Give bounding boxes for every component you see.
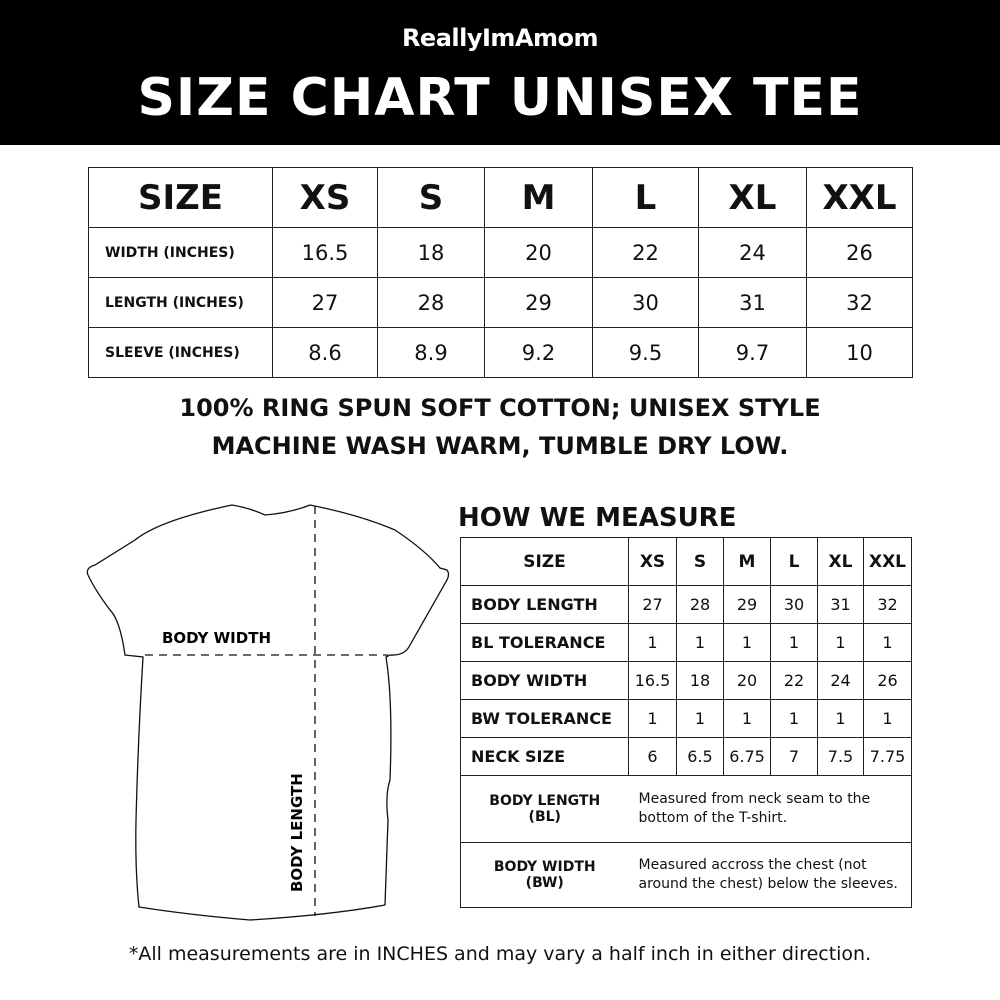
cell: 29 (484, 277, 593, 328)
cell: 31 (698, 277, 807, 328)
body-length-label: BODY LENGTH (288, 773, 306, 892)
size-table: SIZE XS S M L XL XXL WIDTH (INCHES) 16.5… (88, 167, 913, 378)
care-note: MACHINE WASH WARM, TUMBLE DRY LOW. (211, 432, 789, 460)
row-label: BODY LENGTH (460, 585, 629, 624)
definition-term: BODY LENGTH (BL) (460, 775, 629, 843)
cell: 29 (723, 585, 771, 624)
row-label: BODY WIDTH (460, 661, 629, 700)
cell: 7 (770, 737, 818, 776)
header-cell: M (723, 537, 771, 586)
cell: 1 (723, 623, 771, 662)
cell: 8.9 (377, 327, 485, 378)
cell: 1 (676, 623, 724, 662)
cell: 22 (592, 227, 699, 278)
cell: 7.5 (817, 737, 864, 776)
cell: 9.5 (592, 327, 699, 378)
footer-note: *All measurements are in INCHES and may … (128, 943, 872, 965)
term-text: BODY LENGTH (489, 793, 601, 809)
cell: 30 (770, 585, 818, 624)
table-row: NECK SIZE 6 6.5 6.75 7 7.5 7.75 (460, 737, 912, 776)
cell: 32 (806, 277, 913, 328)
cell: 24 (817, 661, 864, 700)
header-cell: M (484, 167, 593, 228)
header-cell: XS (272, 167, 378, 228)
fabric-note: 100% RING SPUN SOFT COTTON; UNISEX STYLE (179, 394, 821, 422)
table-row: BL TOLERANCE 1 1 1 1 1 1 (460, 623, 912, 662)
row-label: LENGTH (INCHES) (88, 277, 273, 328)
cell: 1 (628, 623, 677, 662)
term-abbr: (BW) (525, 875, 564, 891)
definition-row: BODY WIDTH (BW) Measured accross the ches… (460, 842, 912, 908)
term-abbr: (BL) (528, 809, 561, 825)
cell: 7.75 (863, 737, 912, 776)
table-row: BODY WIDTH 16.5 18 20 22 24 26 (460, 661, 912, 700)
header-cell: SIZE (460, 537, 629, 586)
definition-text: Measured from neck seam to the bottom of… (628, 775, 912, 843)
definition-text: Measured accross the chest (not around t… (628, 842, 912, 908)
page-title: SIZE CHART UNISEX TEE (137, 68, 863, 128)
cell: 18 (676, 661, 724, 700)
header-cell: XXL (863, 537, 912, 586)
cell: 32 (863, 585, 912, 624)
row-label: BL TOLERANCE (460, 623, 629, 662)
cell: 6 (628, 737, 677, 776)
cell: 26 (806, 227, 913, 278)
header-cell: XL (817, 537, 864, 586)
cell: 1 (863, 623, 912, 662)
header-cell: XL (698, 167, 807, 228)
brand-logo: ReallyImAmom (401, 24, 599, 52)
cell: 28 (676, 585, 724, 624)
cell: 8.6 (272, 327, 378, 378)
cell: 27 (628, 585, 677, 624)
term-text: BODY WIDTH (493, 859, 596, 875)
cell: 1 (817, 699, 864, 738)
cell: 26 (863, 661, 912, 700)
cell: 6.75 (723, 737, 771, 776)
table-row: SLEEVE (INCHES) 8.6 8.9 9.2 9.5 9.7 10 (88, 327, 913, 378)
body-width-label: BODY WIDTH (162, 629, 271, 647)
cell: 30 (592, 277, 699, 328)
tshirt-outline (86, 504, 450, 921)
cell: 1 (770, 699, 818, 738)
cell: 1 (770, 623, 818, 662)
header-cell: XS (628, 537, 677, 586)
cell: 10 (806, 327, 913, 378)
cell: 20 (484, 227, 593, 278)
cell: 1 (863, 699, 912, 738)
table-row: BW TOLERANCE 1 1 1 1 1 1 (460, 699, 912, 738)
header-cell: SIZE (88, 167, 273, 228)
cell: 9.2 (484, 327, 593, 378)
row-label: BW TOLERANCE (460, 699, 629, 738)
row-label: SLEEVE (INCHES) (88, 327, 273, 378)
size-table-header: SIZE XS S M L XL XXL (88, 167, 913, 228)
header-cell: XXL (806, 167, 913, 228)
header-cell: L (770, 537, 818, 586)
tshirt-diagram: BODY WIDTH BODY LENGTH (86, 504, 450, 921)
cell: 31 (817, 585, 864, 624)
cell: 1 (817, 623, 864, 662)
cell: 20 (723, 661, 771, 700)
cell: 16.5 (628, 661, 677, 700)
cell: 1 (723, 699, 771, 738)
cell: 24 (698, 227, 807, 278)
cell: 6.5 (676, 737, 724, 776)
header-cell: S (676, 537, 724, 586)
cell: 18 (377, 227, 485, 278)
measure-table-header: SIZE XS S M L XL XXL (460, 537, 912, 586)
table-row: BODY LENGTH 27 28 29 30 31 32 (460, 585, 912, 624)
measure-table: SIZE XS S M L XL XXL BODY LENGTH 27 28 2… (460, 537, 912, 908)
cell: 1 (628, 699, 677, 738)
definition-row: BODY LENGTH (BL) Measured from neck seam … (460, 775, 912, 843)
table-row: WIDTH (INCHES) 16.5 18 20 22 24 26 (88, 227, 913, 278)
cell: 9.7 (698, 327, 807, 378)
measure-title: HOW WE MEASURE (458, 503, 737, 533)
cell: 22 (770, 661, 818, 700)
header-banner: ReallyImAmom SIZE CHART UNISEX TEE (0, 0, 1000, 145)
row-label: NECK SIZE (460, 737, 629, 776)
row-label: WIDTH (INCHES) (88, 227, 273, 278)
cell: 1 (676, 699, 724, 738)
cell: 16.5 (272, 227, 378, 278)
definition-term: BODY WIDTH (BW) (460, 842, 629, 908)
header-cell: L (592, 167, 699, 228)
